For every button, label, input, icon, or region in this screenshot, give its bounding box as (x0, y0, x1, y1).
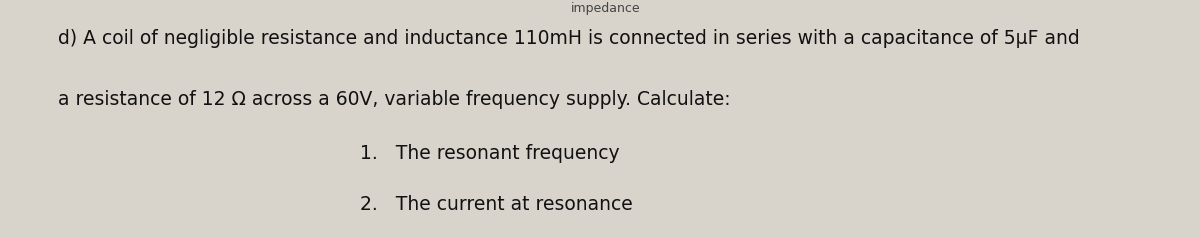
Text: 1.   The resonant frequency: 1. The resonant frequency (360, 144, 619, 163)
Text: a resistance of 12 Ω across a 60V, variable frequency supply. Calculate:: a resistance of 12 Ω across a 60V, varia… (58, 90, 731, 109)
Text: impedance: impedance (571, 2, 641, 15)
Text: d) A coil of negligible resistance and inductance 110mH is connected in series w: d) A coil of negligible resistance and i… (58, 29, 1079, 48)
Text: 2.   The current at resonance: 2. The current at resonance (360, 195, 632, 214)
